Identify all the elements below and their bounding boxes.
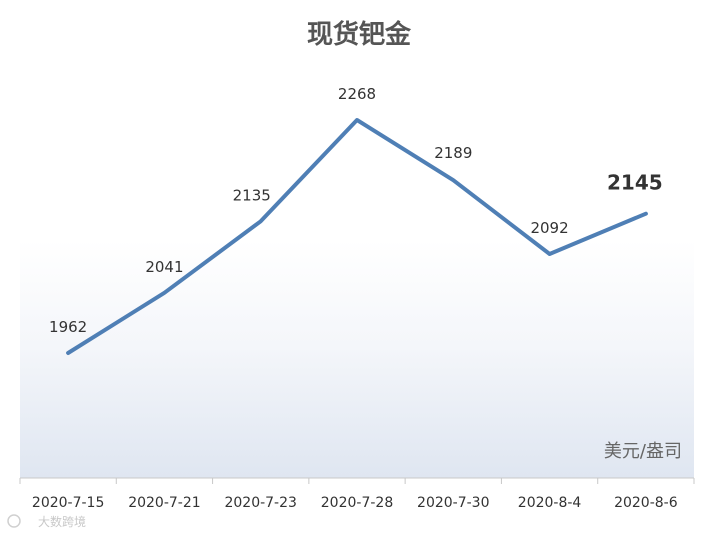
data-label: 2135 [233, 186, 271, 204]
x-tick-label: 2020-8-4 [518, 495, 582, 511]
x-tick-label: 2020-7-21 [128, 495, 200, 511]
data-label: 2092 [530, 219, 568, 237]
data-label: 1962 [49, 318, 87, 336]
data-labels: 1962 2041 2135 2268 2189 2092 2145 [49, 85, 663, 336]
data-label: 2189 [434, 144, 472, 162]
data-label: 2145 [607, 171, 663, 195]
x-tick-label: 2020-7-30 [417, 495, 489, 511]
watermark-text: 大数跨境 [38, 514, 86, 529]
watermark: 大数跨境 [7, 514, 86, 529]
unit-label: 美元/盎司 [604, 441, 682, 462]
x-axis-tick-labels: 2020-7-15 2020-7-21 2020-7-23 2020-7-28 2020… [32, 495, 678, 511]
data-label: 2041 [145, 258, 183, 276]
x-axis-ticks [19, 478, 695, 484]
x-tick-label: 2020-7-28 [321, 495, 393, 511]
x-tick-label: 2020-8-6 [614, 495, 678, 511]
plot-background [20, 240, 694, 478]
watermark-logo-icon [7, 514, 21, 528]
chart-title: 现货钯金 [307, 19, 412, 50]
x-tick-label: 2020-7-15 [32, 495, 104, 511]
series-line [66, 118, 648, 355]
data-label: 2268 [338, 85, 376, 103]
x-tick-label: 2020-7-23 [224, 495, 296, 511]
